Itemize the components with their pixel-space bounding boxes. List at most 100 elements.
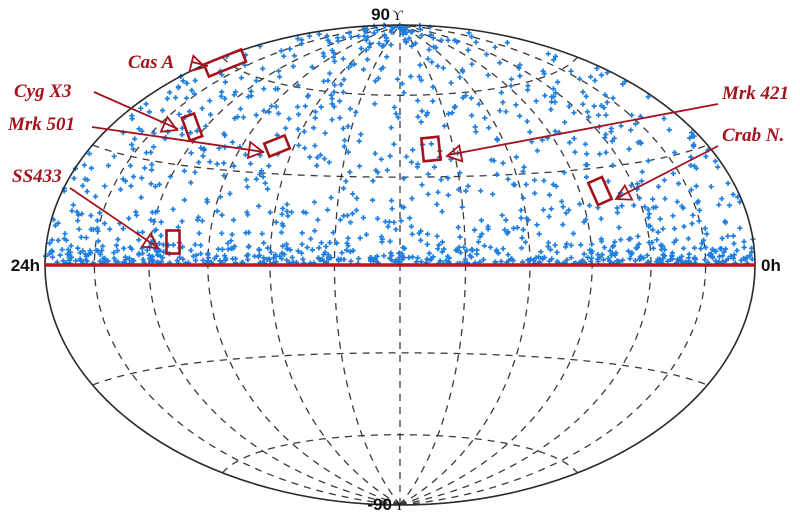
event-point xyxy=(329,96,335,102)
event-point xyxy=(132,136,138,142)
source-annotation-cas-a[interactable]: Cas A xyxy=(128,47,248,79)
event-point xyxy=(95,228,101,234)
event-point xyxy=(689,221,695,227)
event-point xyxy=(388,198,395,204)
event-point xyxy=(468,95,474,101)
event-point xyxy=(189,87,195,93)
event-point xyxy=(81,162,87,168)
event-point xyxy=(541,71,547,77)
event-point xyxy=(628,182,634,189)
event-point xyxy=(601,244,608,251)
event-point xyxy=(318,240,324,246)
event-point xyxy=(524,118,530,124)
event-point xyxy=(192,77,198,84)
event-point xyxy=(435,63,441,69)
event-point xyxy=(193,252,200,258)
event-point xyxy=(660,226,666,232)
event-point xyxy=(401,90,407,96)
event-point xyxy=(156,248,162,254)
event-point xyxy=(685,236,691,242)
event-point xyxy=(69,208,75,214)
event-point xyxy=(356,33,362,39)
event-point xyxy=(344,247,350,253)
event-point xyxy=(546,258,552,264)
event-point xyxy=(345,243,351,249)
source-annotation-mrk-501[interactable]: Mrk 501 xyxy=(7,114,292,160)
event-point xyxy=(331,50,337,56)
event-point xyxy=(626,146,632,152)
event-point xyxy=(233,89,239,95)
event-point xyxy=(341,256,347,263)
source-region-box[interactable] xyxy=(202,47,248,79)
event-point xyxy=(207,112,214,118)
event-point xyxy=(460,95,466,101)
event-point xyxy=(230,256,236,262)
event-point xyxy=(179,218,185,224)
event-point xyxy=(272,86,279,92)
event-point xyxy=(235,114,241,120)
event-point xyxy=(347,219,354,225)
event-point xyxy=(300,256,306,262)
event-point xyxy=(265,245,271,251)
event-point xyxy=(520,227,526,233)
event-point xyxy=(327,240,333,246)
event-point xyxy=(439,249,445,255)
event-point xyxy=(148,181,154,187)
event-point xyxy=(97,251,103,257)
event-point xyxy=(343,178,349,184)
source-region-box[interactable] xyxy=(419,135,443,163)
source-region-box[interactable] xyxy=(165,229,181,255)
event-point xyxy=(601,105,607,111)
event-point xyxy=(618,237,624,243)
event-point xyxy=(245,94,251,100)
source-region-box[interactable] xyxy=(262,133,292,159)
source-annotation-crab-n[interactable]: Crab N. xyxy=(586,125,784,207)
event-point xyxy=(517,73,523,79)
event-point xyxy=(693,183,699,189)
event-point xyxy=(332,58,338,64)
event-point xyxy=(67,249,73,255)
event-point xyxy=(713,248,719,254)
event-point xyxy=(708,184,714,190)
event-point xyxy=(126,215,132,221)
event-point xyxy=(274,132,280,138)
event-point xyxy=(225,240,231,246)
event-point xyxy=(500,246,506,252)
event-point xyxy=(709,246,715,253)
event-point xyxy=(180,78,186,84)
event-point xyxy=(445,111,452,117)
source-region-box[interactable] xyxy=(586,175,614,207)
event-point xyxy=(532,190,538,196)
axis-label-bottom-value: -90 xyxy=(367,495,392,514)
source-region-box[interactable] xyxy=(180,111,204,143)
event-point xyxy=(742,256,748,262)
event-point xyxy=(323,243,329,250)
event-point xyxy=(309,64,315,70)
event-point xyxy=(403,154,409,160)
event-point xyxy=(199,105,205,111)
event-point xyxy=(568,68,574,74)
event-point xyxy=(284,246,290,252)
event-point xyxy=(259,231,265,237)
event-point xyxy=(265,186,271,192)
event-point xyxy=(717,246,723,252)
source-label-cas-a: Cas A xyxy=(128,52,174,73)
event-point xyxy=(129,142,135,148)
event-point xyxy=(325,207,331,213)
source-annotation-ss433[interactable]: SS433 xyxy=(12,166,181,255)
event-point xyxy=(222,79,228,85)
source-annotation-mrk-421[interactable]: Mrk 421 xyxy=(419,83,789,164)
event-point xyxy=(268,103,275,109)
event-point xyxy=(508,256,514,262)
event-point xyxy=(477,234,483,240)
event-point xyxy=(149,167,155,173)
event-point xyxy=(245,257,251,263)
event-point xyxy=(357,235,363,241)
source-annotation-cyg-x3[interactable]: Cyg X3 xyxy=(14,81,204,143)
event-point xyxy=(146,252,152,258)
event-point xyxy=(82,176,88,182)
event-point xyxy=(680,205,686,211)
event-point xyxy=(305,92,311,98)
event-point xyxy=(238,75,244,81)
meridian-line xyxy=(399,25,707,505)
